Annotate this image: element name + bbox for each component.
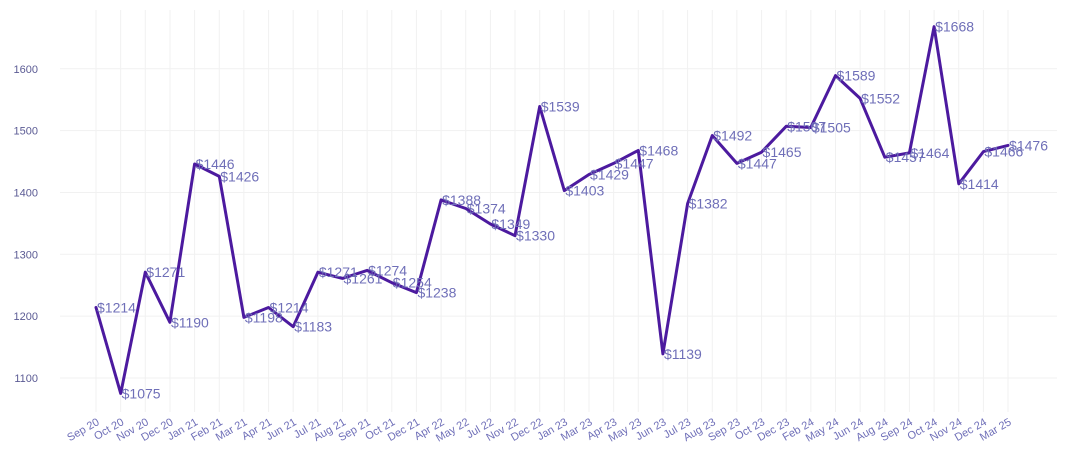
y-axis-ticks: 1100 1200 1300 1400 1500 1600 [14,64,38,385]
data-label: $1388 [442,192,481,208]
data-label: $1254 [393,275,432,291]
data-label: $1382 [689,196,728,212]
data-label: $1274 [368,262,407,278]
data-label: $1261 [344,270,383,286]
data-label: $1374 [467,201,506,217]
data-label: $1492 [713,128,752,144]
data-label: $1468 [639,142,678,158]
data-label: $1447 [738,155,777,171]
data-label: $1465 [763,144,802,160]
data-label: $1446 [196,156,235,172]
data-label: $1447 [615,155,654,171]
data-label: $1589 [837,68,876,84]
data-label: $1505 [812,120,851,136]
data-label: $1414 [960,176,999,192]
data-label: $1429 [590,167,629,183]
series-line [94,25,1010,395]
data-label: $1403 [565,183,604,199]
data-label: $1349 [491,216,530,232]
data-label: $1457 [886,149,925,165]
y-tick-label: 1100 [14,373,38,385]
data-label: $1552 [861,90,900,106]
y-tick-label: 1400 [14,187,38,199]
data-label: $1464 [910,145,949,161]
data-label: $1183 [294,319,332,335]
data-label: $1238 [417,285,456,301]
data-label: $1668 [935,19,974,35]
y-tick-label: 1300 [14,249,38,261]
data-label: $1507 [787,118,826,134]
grid [60,10,1057,412]
data-labels: $1214$1075$1271$1190$1446$1426$1198$1214… [97,19,1048,402]
data-label: $1271 [319,264,358,280]
data-label: $1330 [516,228,555,244]
y-tick-label: 1200 [14,311,38,323]
data-label: $1466 [984,144,1023,160]
data-label: $1075 [122,385,161,401]
data-label: $1190 [171,314,209,330]
series [94,25,1010,395]
data-label: $1139 [664,346,702,362]
data-label: $1198 [245,309,283,325]
y-tick-label: 1600 [14,64,38,76]
data-label: $1214 [270,299,309,315]
data-label: $1426 [220,168,259,184]
data-label: $1476 [1009,137,1048,153]
data-label: $1271 [146,264,185,280]
y-tick-label: 1500 [14,126,38,138]
data-label: $1539 [541,98,580,114]
data-label: $1214 [97,299,136,315]
